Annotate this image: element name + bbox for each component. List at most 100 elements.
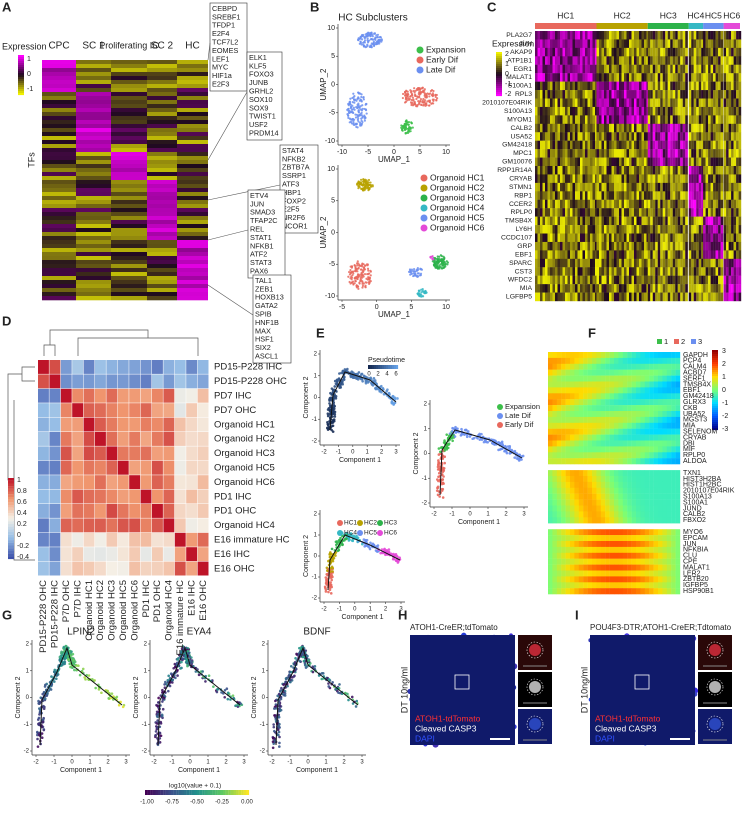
heat-cell (636, 140, 640, 150)
heat-cell (580, 275, 583, 285)
heat-cell (567, 132, 571, 141)
cell-dot (431, 102, 434, 105)
heat-cell (587, 174, 591, 184)
heat-cell (634, 225, 637, 234)
heat-cell (726, 275, 729, 285)
heat-cell (577, 149, 581, 158)
heat-cell (590, 233, 593, 243)
heat-cell (696, 56, 699, 65)
heat-cell (557, 225, 561, 234)
heat-cell (609, 216, 612, 226)
heat-cell (736, 233, 739, 243)
cell-dot (360, 93, 363, 96)
heat-cell (129, 460, 141, 475)
heat-cell (662, 267, 666, 276)
heat-cell (701, 174, 704, 184)
colorbar (18, 81, 24, 84)
heat-cell (713, 64, 716, 74)
heat-cell (537, 132, 541, 141)
heat-cell (585, 250, 588, 260)
cell-dot (357, 39, 360, 42)
heat-cell (76, 132, 111, 137)
heat-cell (537, 284, 541, 293)
heat-cell (537, 191, 541, 200)
heat-cell (726, 106, 729, 116)
heat-cell (634, 98, 637, 108)
heat-cell (685, 64, 688, 74)
heat-cell (723, 81, 727, 91)
heat-cell (738, 123, 742, 133)
heat-cell (572, 157, 576, 167)
heat-cell (723, 123, 727, 133)
heat-cell (626, 106, 630, 116)
heat-cell (616, 47, 620, 57)
cell-dot (451, 427, 455, 430)
heat-cell (726, 31, 729, 40)
heat-cell (662, 73, 666, 82)
heat-cell (147, 236, 177, 241)
heat-cell (177, 232, 208, 237)
heat-cell (152, 403, 163, 418)
heat-cell (634, 39, 637, 49)
heat-cell (565, 73, 568, 82)
heat-cell (596, 115, 600, 125)
heat-cell (685, 258, 688, 268)
heat-cell (49, 446, 61, 461)
heat-cell (147, 100, 177, 105)
heat-cell (650, 140, 653, 150)
heat-cell (698, 47, 702, 57)
heat-cell (42, 268, 76, 273)
heat-cell (657, 115, 661, 125)
cell-dot (347, 103, 351, 106)
heat-cell (72, 460, 84, 475)
heat-cell (693, 292, 697, 302)
heat-cell (577, 132, 581, 141)
heat-cell (111, 288, 147, 293)
dendrogram (77, 337, 199, 356)
heat-cell (606, 174, 610, 184)
heat-cell (537, 258, 541, 268)
cell-dot (417, 272, 420, 275)
heat-cell (710, 241, 714, 251)
heat-cell (552, 90, 556, 99)
heat-cell (616, 216, 620, 226)
heat-cell (677, 166, 681, 175)
cell-dot (361, 282, 364, 285)
heat-cell (705, 140, 709, 150)
heat-cell (701, 98, 704, 108)
heat-cell (547, 140, 551, 150)
heat-cell (634, 174, 637, 184)
heat-cell (609, 352, 615, 359)
heat-cell (580, 98, 583, 108)
heat-cell (147, 184, 177, 189)
heat-cell (177, 248, 208, 253)
heat-cell (542, 241, 546, 251)
heat-cell (562, 115, 566, 125)
colorbar (496, 62, 502, 65)
heat-cell (698, 174, 702, 184)
heat-cell (641, 81, 645, 91)
heat-cell (644, 39, 647, 49)
heat-cell (616, 140, 620, 150)
heat-cell (562, 140, 566, 150)
heat-cell (552, 182, 556, 192)
heat-cell (550, 73, 553, 82)
colorbar (496, 58, 502, 61)
heat-cell (592, 352, 597, 359)
heat-cell (619, 115, 622, 125)
heat-cell (662, 90, 666, 99)
heat-cell (609, 258, 612, 268)
heat-cell (152, 432, 163, 446)
heat-cell (596, 157, 600, 167)
heat-cell (540, 174, 543, 184)
heat-cell (650, 31, 653, 40)
heat-cell (720, 81, 724, 91)
heat-cell (580, 81, 583, 91)
heat-cell (644, 174, 647, 184)
heat-cell (599, 225, 602, 234)
heat-cell (570, 216, 573, 226)
heat-cell (147, 92, 177, 97)
heat-cell (177, 204, 208, 209)
heat-cell (555, 115, 558, 125)
heat-cell (720, 39, 724, 49)
